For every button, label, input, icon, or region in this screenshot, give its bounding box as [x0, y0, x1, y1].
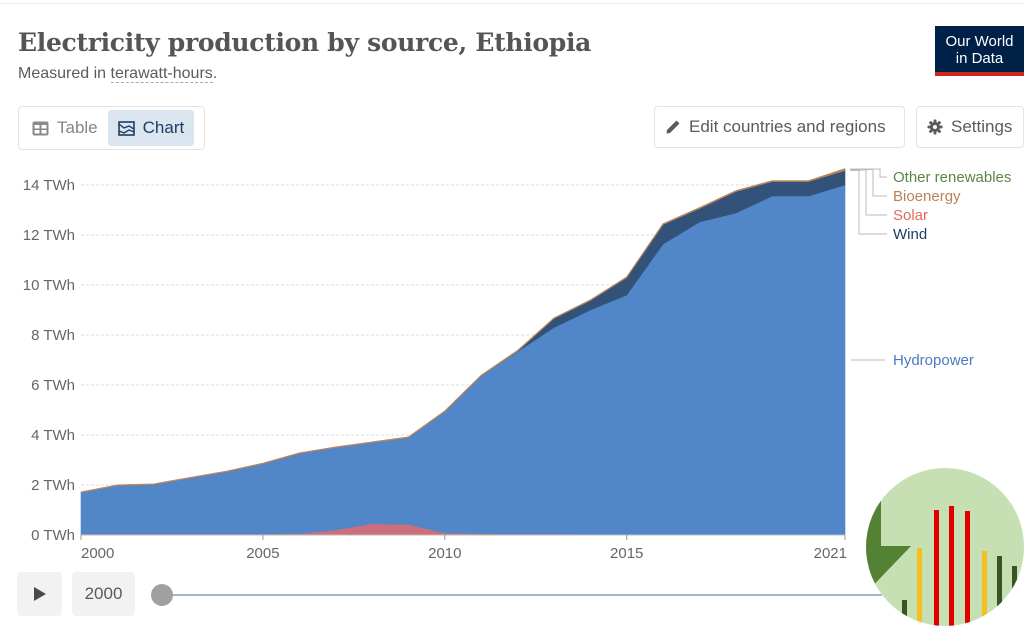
- owid-logo[interactable]: Our World in Data: [935, 26, 1024, 76]
- total-outline: [80, 168, 846, 493]
- badge-bar: [949, 506, 954, 626]
- x-tick-label: 2005: [246, 545, 279, 562]
- area-chart: 0 TWh 2 TWh 4 TWh 6 TWh 8 TWh 10 TWh 12 TWh 14 …: [23, 168, 1011, 562]
- badge-bar: [917, 548, 922, 626]
- y-tick-label: 4 TWh: [31, 427, 75, 444]
- y-tick-label: 8 TWh: [31, 327, 75, 344]
- settings-button[interactable]: Settings: [916, 106, 1024, 148]
- badge-bar: [997, 556, 1002, 626]
- logo-line-1: Our World: [945, 33, 1014, 50]
- legend-label-wind: Wind: [893, 226, 927, 243]
- play-icon: [33, 587, 46, 601]
- y-tick-label: 14 TWh: [23, 177, 75, 194]
- y-tick-label: 10 TWh: [23, 277, 75, 294]
- y-axis: 0 TWh 2 TWh 4 TWh 6 TWh 8 TWh 10 TWh 12 TWh 14 …: [23, 177, 75, 544]
- timeline-year[interactable]: 2000: [72, 572, 135, 616]
- legend-label-solar: Solar: [893, 207, 928, 224]
- y-tick-label: 2 TWh: [31, 477, 75, 494]
- x-axis: 2000 2005 2010 2015 2021: [80, 534, 847, 562]
- badge-arrow-shape: [866, 498, 911, 593]
- timeline-handle[interactable]: [151, 584, 173, 606]
- legend-connector: [850, 169, 887, 197]
- chart-subtitle: Measured in terawatt-hours.: [18, 65, 217, 83]
- y-tick-label: 6 TWh: [31, 377, 75, 394]
- legend: Other renewables Bioenergy Solar Wind Hydrop…: [850, 168, 1011, 369]
- badge-bar: [1012, 566, 1017, 626]
- x-tick-label: 2015: [610, 545, 643, 562]
- legend-label-hydropower: Hydropower: [893, 352, 974, 369]
- gear-icon: [927, 119, 943, 135]
- timeline-track[interactable]: [162, 594, 882, 596]
- y-tick-label: 0 TWh: [31, 527, 75, 544]
- overlay-badge: [866, 468, 1024, 626]
- edit-countries-label: Edit countries and regions: [689, 117, 886, 136]
- tab-table-label: Table: [57, 118, 98, 137]
- chart-icon: [117, 120, 135, 136]
- subtitle-prefix: Measured in: [18, 65, 111, 82]
- chart-areas: [80, 168, 846, 536]
- badge-bar: [982, 551, 987, 626]
- x-tick-label: 2010: [428, 545, 461, 562]
- play-button[interactable]: [17, 572, 62, 616]
- top-border: [0, 0, 1024, 4]
- tab-chart-label: Chart: [142, 118, 185, 137]
- view-toggle: Table Chart: [18, 106, 205, 150]
- legend-label-other-renewables: Other renewables: [893, 169, 1011, 186]
- legend-connector: [850, 170, 887, 235]
- y-tick-label: 12 TWh: [23, 227, 75, 244]
- unit-link[interactable]: terawatt-hours: [110, 65, 213, 83]
- tab-chart[interactable]: Chart: [107, 110, 195, 146]
- badge-bar: [934, 510, 939, 626]
- settings-label: Settings: [951, 117, 1013, 136]
- badge-bar: [965, 511, 970, 626]
- x-tick-label: 2000: [81, 545, 114, 562]
- edit-countries-button[interactable]: Edit countries and regions: [654, 106, 905, 148]
- badge-bar: [902, 600, 907, 626]
- subtitle-suffix: .: [212, 65, 218, 82]
- table-icon: [32, 121, 49, 135]
- chart-title: Electricity production by source, Ethiop…: [18, 28, 592, 57]
- area-hydropower: [80, 184, 846, 535]
- logo-line-2: in Data: [955, 50, 1004, 67]
- tab-table[interactable]: Table: [22, 110, 108, 146]
- pencil-icon: [666, 120, 680, 134]
- legend-label-bioenergy: Bioenergy: [893, 188, 961, 205]
- x-tick-label: 2021: [814, 545, 847, 562]
